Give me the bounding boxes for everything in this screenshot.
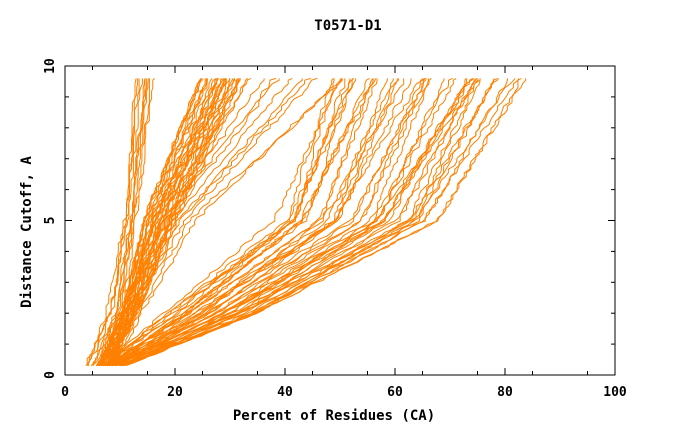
series-line xyxy=(111,77,318,366)
series-line xyxy=(104,78,354,367)
chart-title: T0571-D1 xyxy=(314,18,381,34)
series-line xyxy=(90,78,146,367)
series-line xyxy=(98,77,252,367)
series-line xyxy=(88,78,140,366)
x-tick-label: 80 xyxy=(497,385,513,400)
series-line xyxy=(102,78,346,367)
series-line xyxy=(92,78,146,366)
series-line xyxy=(102,78,341,367)
y-tick-label: 10 xyxy=(43,58,58,74)
series-line xyxy=(87,78,143,366)
x-axis-label: Percent of Residues (CA) xyxy=(233,408,435,424)
series-line xyxy=(109,78,303,366)
series-line xyxy=(111,77,312,366)
series-line xyxy=(112,78,423,367)
series-line xyxy=(120,78,481,367)
series-line xyxy=(86,78,137,366)
series-line xyxy=(98,78,207,367)
series-line xyxy=(107,77,370,367)
series-line xyxy=(115,78,343,366)
series-line xyxy=(115,78,468,367)
series-line xyxy=(100,78,265,366)
series-line xyxy=(111,78,412,367)
series-line xyxy=(118,78,477,367)
series-line xyxy=(109,78,405,367)
series-line xyxy=(122,78,516,367)
series-line xyxy=(100,78,236,366)
series-line xyxy=(120,77,473,367)
series-line xyxy=(111,78,427,367)
series-line xyxy=(111,78,394,367)
x-tick-label: 20 xyxy=(167,385,183,400)
series-line xyxy=(95,78,149,366)
series-line xyxy=(123,78,481,367)
x-tick-label: 60 xyxy=(387,385,403,400)
series-line xyxy=(120,77,478,367)
y-axis-label: Distance Cutoff, A xyxy=(19,156,35,308)
series-line xyxy=(107,78,231,366)
curves-layer xyxy=(85,77,527,367)
series-line xyxy=(92,78,148,367)
tick-layer: 0 20 40 60 80 100 0 5 10 xyxy=(43,58,627,400)
series-line xyxy=(112,78,429,367)
series-line xyxy=(111,78,432,367)
x-tick-label: 100 xyxy=(603,385,627,400)
y-tick-label: 5 xyxy=(43,217,58,225)
series-line xyxy=(108,78,378,367)
x-tick-label: 40 xyxy=(277,385,293,400)
series-line xyxy=(123,78,500,367)
series-line xyxy=(121,78,508,367)
y-tick-label: 0 xyxy=(43,371,58,379)
series-line xyxy=(103,78,335,367)
series-line xyxy=(104,77,224,367)
series-line xyxy=(118,77,498,367)
series-line xyxy=(116,78,445,367)
series-line xyxy=(106,78,280,366)
series-line xyxy=(112,78,343,367)
series-line xyxy=(125,77,522,367)
x-tick-label: 0 xyxy=(61,385,69,400)
series-line xyxy=(107,78,351,366)
series-line xyxy=(97,78,226,366)
